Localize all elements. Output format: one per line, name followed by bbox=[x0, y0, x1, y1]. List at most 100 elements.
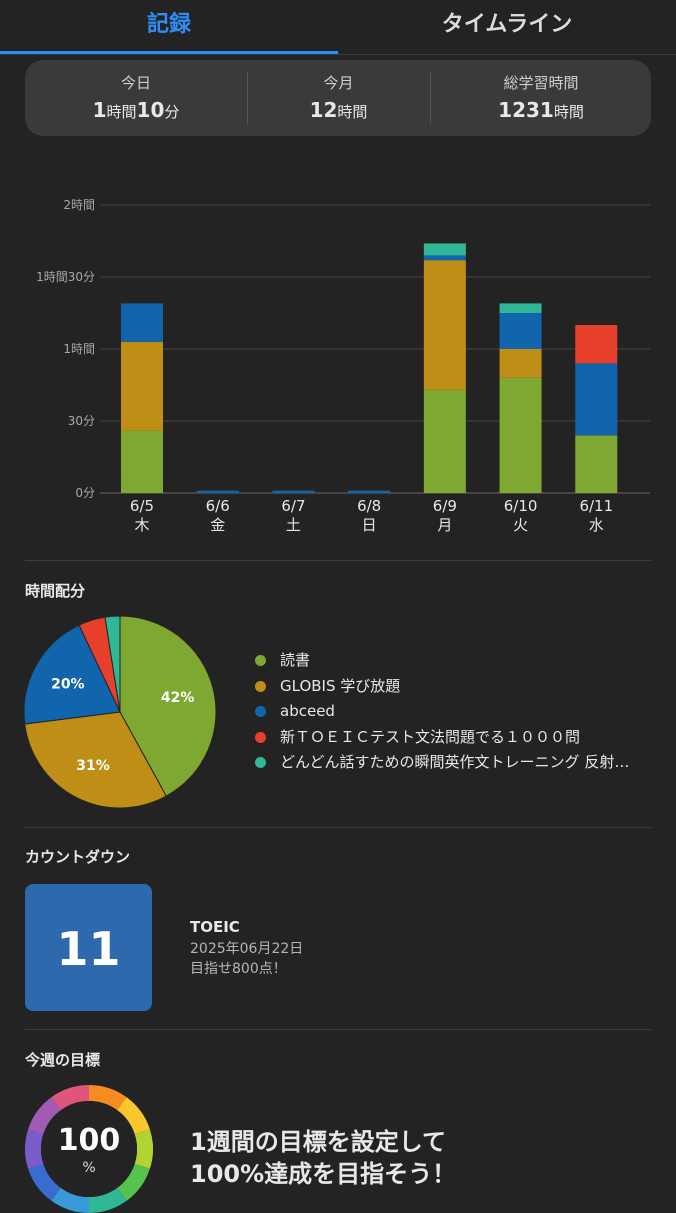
bar-segment[interactable] bbox=[499, 349, 542, 378]
x-weekday-label: 木 bbox=[134, 516, 149, 534]
legend-label: 新ＴＯＥＩＣテスト文法問題でる１０００問 bbox=[280, 727, 581, 746]
goal-ring-segment bbox=[28, 1163, 61, 1201]
legend-label: どんどん話すための瞬間英作文トレーニング 反射… bbox=[280, 753, 630, 771]
legend-label: abceed bbox=[280, 702, 335, 720]
bar-segment[interactable] bbox=[575, 325, 618, 364]
legend-item: abceed bbox=[250, 699, 629, 725]
distribution-title: 時間配分 bbox=[25, 582, 86, 600]
legend-label: GLOBIS 学び放題 bbox=[280, 676, 401, 695]
y-tick-label: 1時間30分 bbox=[36, 270, 95, 284]
countdown-days: 11 bbox=[56, 922, 121, 976]
x-weekday-label: 水 bbox=[589, 516, 604, 534]
x-tick-label: 6/8 bbox=[357, 497, 381, 515]
legend-dot bbox=[255, 655, 266, 666]
legend-item: 読書 bbox=[250, 648, 629, 674]
goal-ring-segment bbox=[28, 1097, 61, 1135]
x-tick-label: 6/7 bbox=[281, 497, 305, 515]
x-weekday-label: 火 bbox=[513, 516, 528, 534]
summary-divider bbox=[247, 72, 248, 124]
bar-segment[interactable] bbox=[575, 435, 618, 493]
bar-segment[interactable] bbox=[423, 389, 466, 493]
bar-segment[interactable] bbox=[272, 490, 315, 493]
daily-study-bar-chart: 0分 30分 1時間 1時間30分 2時間 6/5木 6/6金 6/7土 6/8日 6/9月 6/1… bbox=[36, 198, 650, 534]
countdown-note: 目指せ800点！ bbox=[190, 961, 287, 977]
tab-timeline[interactable]: タイムライン bbox=[441, 12, 573, 37]
legend-dot bbox=[255, 706, 266, 717]
tab-divider bbox=[0, 54, 676, 55]
weekly-goal-title: 今週の目標 bbox=[25, 1051, 101, 1069]
x-weekday-label: 金 bbox=[210, 516, 225, 534]
countdown-title: カウントダウン bbox=[25, 848, 131, 866]
legend-dot bbox=[255, 757, 266, 768]
section-divider bbox=[25, 1029, 651, 1030]
summary-month-value: 12時間 bbox=[309, 98, 368, 122]
goal-ring-segment bbox=[134, 1129, 153, 1169]
countdown-exam-name: TOEIC bbox=[190, 918, 240, 936]
summary-total: 総学習時間 1231時間 bbox=[431, 60, 651, 136]
x-tick-label: 6/9 bbox=[433, 497, 457, 515]
weekly-goal-percent: 100 bbox=[57, 1123, 121, 1158]
bar-segment[interactable] bbox=[423, 243, 466, 256]
legend-item: GLOBIS 学び放題 bbox=[250, 674, 629, 700]
pie-slice-label: 42% bbox=[161, 690, 195, 706]
weekly-goal-message-2: 100%達成を目指そう！ bbox=[190, 1160, 457, 1188]
section-divider bbox=[25, 560, 651, 561]
goal-ring-segment bbox=[25, 1129, 44, 1169]
bar-segment[interactable] bbox=[423, 255, 466, 261]
countdown-days-card[interactable]: 11 bbox=[25, 884, 152, 1011]
legend-item: 新ＴＯＥＩＣテスト文法問題でる１０００問 bbox=[250, 725, 629, 751]
x-tick-label: 6/10 bbox=[504, 497, 538, 515]
y-tick-label: 1時間 bbox=[63, 342, 95, 356]
x-tick-label: 6/5 bbox=[130, 497, 154, 515]
time-distribution-pie-chart: 42% 31% 20% bbox=[23, 615, 217, 809]
bar-segment[interactable] bbox=[348, 490, 391, 493]
legend-dot bbox=[255, 731, 266, 743]
summary-divider bbox=[430, 72, 431, 124]
summary-today-label: 今日 bbox=[120, 74, 151, 92]
pie-slice[interactable] bbox=[104, 615, 121, 713]
bar-segment[interactable] bbox=[423, 260, 466, 390]
x-tick-label: 6/11 bbox=[579, 497, 613, 515]
summary-month: 今月 12時間 bbox=[248, 60, 429, 136]
y-tick-label: 0分 bbox=[75, 486, 95, 500]
bar-segment[interactable] bbox=[499, 313, 542, 349]
summary-today: 今日 1時間10分 bbox=[25, 60, 247, 136]
pie-slice-label: 20% bbox=[51, 676, 85, 692]
tab-records[interactable]: 記録 bbox=[146, 12, 191, 37]
summary-month-label: 今月 bbox=[323, 74, 354, 92]
pie-slice[interactable] bbox=[24, 711, 167, 809]
goal-ring-segment bbox=[89, 1085, 127, 1111]
section-divider bbox=[25, 827, 651, 828]
active-tab-indicator bbox=[0, 51, 338, 55]
tab-bar: 記録 タイムライン bbox=[0, 0, 676, 56]
summary-total-value: 1231時間 bbox=[498, 98, 584, 122]
goal-ring-segment bbox=[51, 1085, 89, 1111]
legend-item: どんどん話すための瞬間英作文トレーニング 反射… bbox=[250, 750, 629, 776]
pie-slice[interactable] bbox=[119, 615, 217, 797]
legend-label: 読書 bbox=[280, 651, 311, 669]
goal-ring-segment bbox=[117, 1163, 150, 1201]
countdown-exam-date: 2025年06月22日 bbox=[190, 941, 304, 957]
x-weekday-label: 土 bbox=[286, 516, 301, 534]
summary-today-value: 1時間10分 bbox=[92, 98, 180, 122]
y-tick-label: 30分 bbox=[68, 414, 95, 428]
bar-segment[interactable] bbox=[499, 377, 542, 493]
bar-segment[interactable] bbox=[196, 490, 239, 493]
pie-slice-label: 31% bbox=[76, 758, 110, 774]
x-tick-label: 6/6 bbox=[206, 497, 230, 515]
legend-dot bbox=[255, 680, 266, 692]
bar-segment[interactable] bbox=[499, 303, 542, 313]
bar-segment[interactable] bbox=[121, 303, 163, 342]
summary-total-label: 総学習時間 bbox=[503, 74, 579, 92]
weekly-goal-message-1: 1週間の目標を設定して bbox=[190, 1128, 446, 1156]
weekly-goal-unit: % bbox=[82, 1160, 96, 1176]
goal-ring-segment bbox=[117, 1097, 150, 1135]
x-weekday-label: 月 bbox=[437, 516, 452, 534]
bar-segment[interactable] bbox=[121, 341, 163, 431]
goal-ring-center bbox=[41, 1101, 137, 1197]
x-weekday-label: 日 bbox=[362, 516, 377, 534]
pie-slice[interactable] bbox=[23, 624, 121, 725]
bar-segment[interactable] bbox=[575, 363, 618, 436]
study-summary-card: 今日 1時間10分 今月 12時間 総学習時間 1231時間 bbox=[25, 60, 651, 136]
bar-segment[interactable] bbox=[121, 430, 163, 493]
